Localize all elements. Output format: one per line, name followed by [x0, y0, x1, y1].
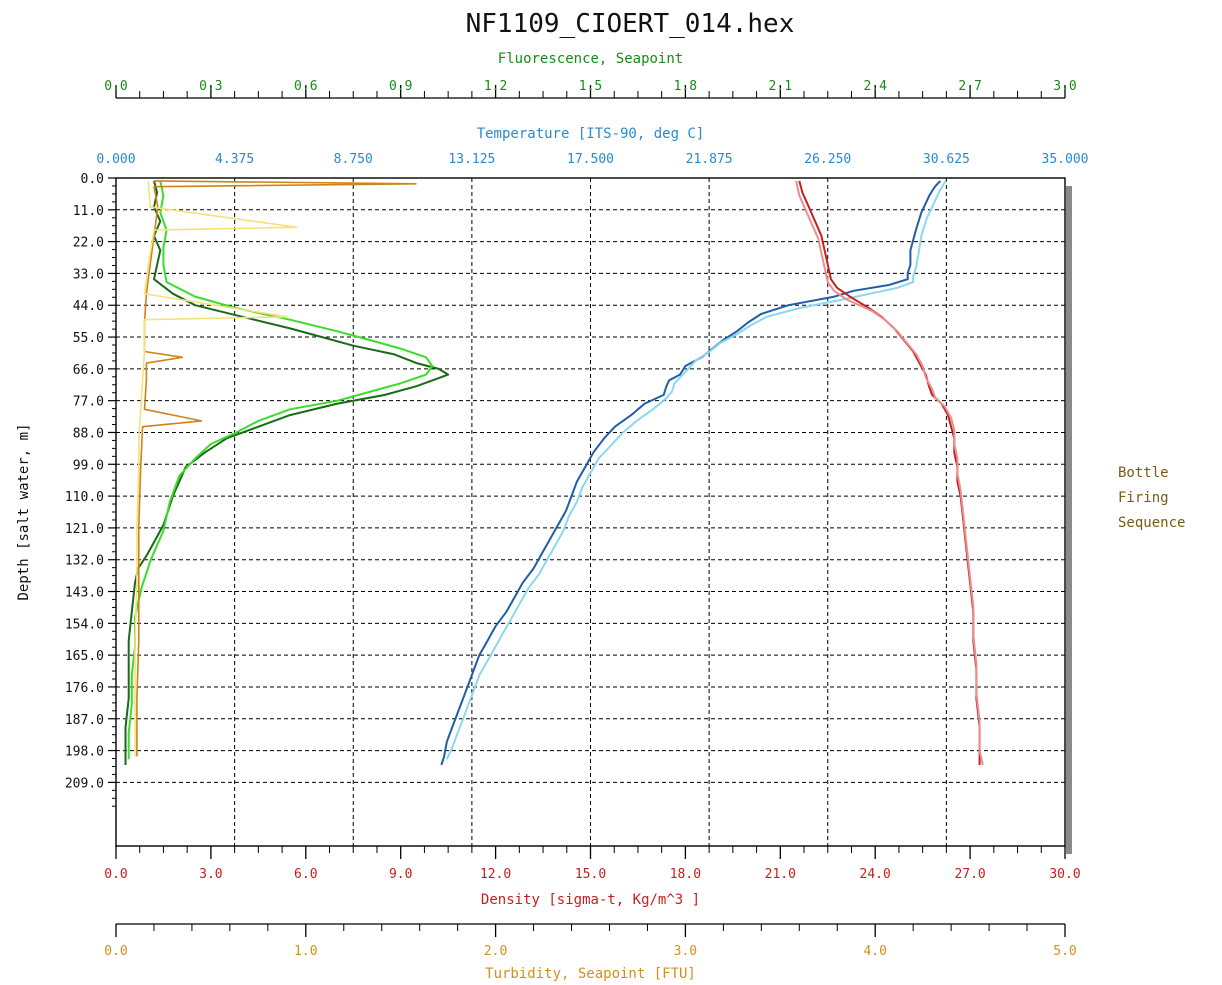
temperature-tick-label: 8.750 [334, 152, 373, 167]
depth-tick-label: 165.0 [65, 649, 104, 664]
depth-tick-label: 132.0 [65, 554, 104, 569]
series-turbidity-up [134, 180, 298, 757]
density-axis-label: Density [sigma-t, Kg/m^3 ] [481, 892, 700, 908]
turbidity-tick-label: 2.0 [484, 944, 507, 959]
temperature-axis-label: Temperature [ITS-90, deg C] [477, 126, 705, 142]
temperature-axis: 0.000 4.375 8.750 13.125 17.500 21.875 26.250 3… [96, 126, 1088, 167]
depth-tick-label: 33.0 [73, 267, 104, 282]
temperature-tick-label: 30.625 [923, 152, 970, 167]
fluorescence-tick-label: 0.3 [199, 79, 222, 94]
depth-tick-label: 88.0 [73, 426, 104, 441]
temperature-tick-label: 13.125 [448, 152, 495, 167]
depth-tick-label: 0.0 [81, 172, 104, 187]
bottle-firing-note: Bottle Firing Sequence [1118, 465, 1185, 531]
density-tick-label: 30.0 [1049, 867, 1080, 882]
depth-tick-label: 154.0 [65, 617, 104, 632]
series-turbidity-down [136, 180, 417, 757]
bottle-firing-note-line: Bottle [1118, 465, 1169, 481]
fluorescence-axis: 0.0 0.3 0.6 0.9 1.2 1.5 1.8 2.1 2.4 2.7 3.0 Fluores… [104, 51, 1077, 99]
series-fluorescence-down [124, 180, 450, 765]
density-axis: 0.0 3.0 6.0 9.0 12.0 15.0 18.0 21.0 24.0 27.0 30.0… [104, 846, 1081, 908]
fluorescence-tick-label: 0.6 [294, 79, 317, 94]
depth-tick-label: 66.0 [73, 363, 104, 378]
depth-tick-label: 143.0 [65, 586, 104, 601]
temperature-tick-label: 0.000 [96, 152, 135, 167]
density-tick-label: 15.0 [575, 867, 606, 882]
depth-tick-label: 209.0 [65, 776, 104, 791]
turbidity-tick-label: 5.0 [1053, 944, 1076, 959]
fluorescence-tick-label: 1.2 [484, 79, 507, 94]
depth-tick-label: 99.0 [73, 458, 104, 473]
depth-tick-label: 198.0 [65, 745, 104, 760]
density-tick-label: 6.0 [294, 867, 317, 882]
fluorescence-tick-label: 1.5 [579, 79, 602, 94]
bottle-firing-note-line: Sequence [1118, 515, 1185, 531]
fluorescence-tick-label: 3.0 [1053, 79, 1076, 94]
series-temperature-down [440, 180, 942, 766]
density-tick-label: 27.0 [954, 867, 985, 882]
fluorescence-tick-label: 2.7 [958, 79, 981, 94]
turbidity-tick-label: 4.0 [863, 944, 886, 959]
density-tick-label: 12.0 [480, 867, 511, 882]
fluorescence-tick-label: 0.0 [104, 79, 127, 94]
density-tick-label: 0.0 [104, 867, 127, 882]
grid-lines [116, 178, 1065, 846]
turbidity-tick-label: 3.0 [674, 944, 697, 959]
series-density-up [795, 180, 984, 766]
density-tick-label: 3.0 [199, 867, 222, 882]
depth-axis-label: Depth [salt water, m] [16, 423, 32, 600]
series-temperature-up [445, 180, 947, 760]
density-tick-label: 24.0 [860, 867, 891, 882]
depth-tick-label: 187.0 [65, 713, 104, 728]
bottle-firing-note-line: Firing [1118, 490, 1169, 506]
depth-tick-label: 11.0 [73, 204, 104, 219]
fluorescence-tick-label: 0.9 [389, 79, 412, 94]
depth-tick-label: 176.0 [65, 681, 104, 696]
temperature-tick-label: 17.500 [567, 152, 614, 167]
temperature-tick-label: 4.375 [215, 152, 254, 167]
plot-shadow [1066, 186, 1072, 854]
turbidity-tick-label: 0.0 [104, 944, 127, 959]
fluorescence-tick-label: 2.1 [769, 79, 792, 94]
chart-title: NF1109_CIOERT_014.hex [466, 9, 795, 39]
turbidity-axis-label: Turbidity, Seapoint [FTU] [485, 966, 696, 982]
turbidity-axis: 0.0 1.0 2.0 3.0 4.0 5.0 Turbidity, Seapoint [F… [104, 923, 1077, 982]
fluorescence-axis-label: Fluorescence, Seapoint [498, 51, 683, 67]
depth-tick-label: 121.0 [65, 522, 104, 537]
temperature-tick-label: 35.000 [1042, 152, 1089, 167]
depth-tick-label: 22.0 [73, 236, 104, 251]
depth-tick-label: 44.0 [73, 299, 104, 314]
depth-tick-label: 77.0 [73, 395, 104, 410]
density-tick-label: 9.0 [389, 867, 412, 882]
fluorescence-tick-label: 2.4 [863, 79, 887, 94]
depth-tick-label: 55.0 [73, 331, 104, 346]
temperature-tick-label: 26.250 [804, 152, 851, 167]
depth-tick-label: 110.0 [65, 490, 104, 505]
density-tick-label: 18.0 [670, 867, 701, 882]
temperature-tick-label: 21.875 [686, 152, 733, 167]
fluorescence-tick-label: 1.8 [674, 79, 697, 94]
density-tick-label: 21.0 [765, 867, 796, 882]
turbidity-tick-label: 1.0 [294, 944, 317, 959]
